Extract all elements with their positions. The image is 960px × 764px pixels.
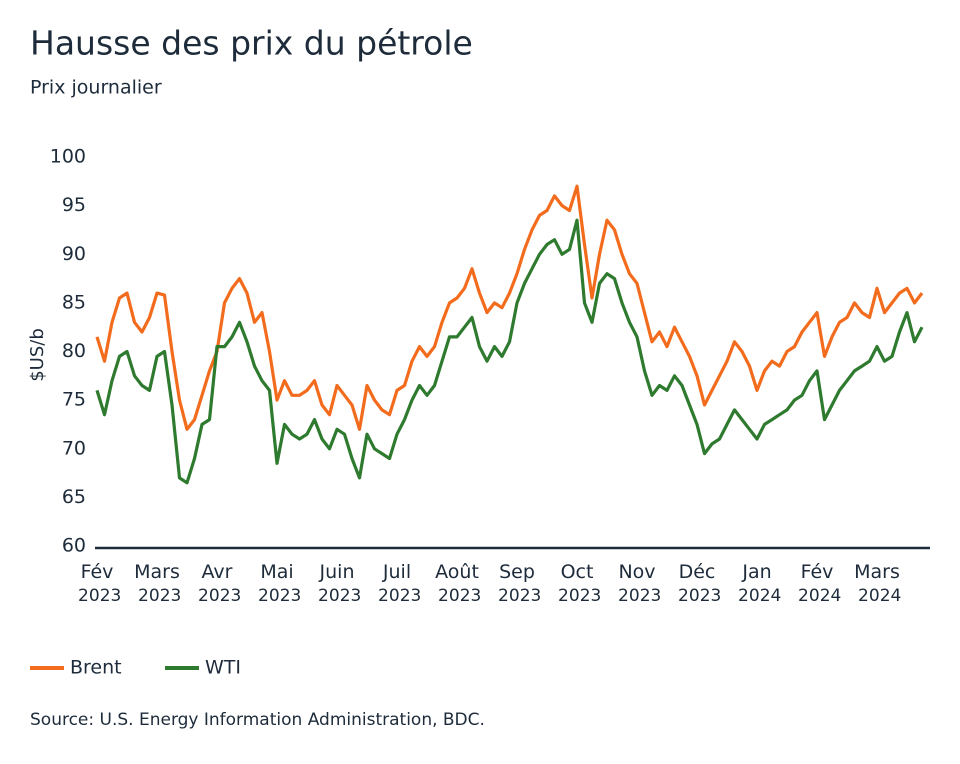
y-tick-label: 70 (62, 437, 86, 459)
x-tick-label: Jan 2024 (733, 561, 782, 607)
line-series (95, 218, 924, 485)
legend-label: Brent (70, 657, 122, 679)
x-tick-label: Sep 2023 (493, 561, 542, 607)
x-tick-label: Août 2023 (433, 561, 482, 607)
x-tick-label: Oct 2023 (553, 561, 602, 607)
y-tick-label: 85 (62, 291, 86, 313)
y-tick-label: 80 (62, 340, 86, 362)
x-tick-label: Juin 2023 (313, 561, 362, 607)
y-tick-label: 100 (50, 146, 86, 168)
y-axis-label: $US/b (27, 328, 48, 382)
x-tick-label: Avr 2023 (193, 561, 242, 607)
x-tick-label: Mars 2024 (853, 561, 902, 607)
y-tick-label: 90 (62, 243, 86, 265)
x-tick-label: Mars 2023 (133, 561, 182, 607)
y-tick-label: 65 (62, 486, 86, 508)
chart-title: Hausse des prix du pétrole (30, 24, 473, 63)
y-tick-label: 60 (62, 535, 86, 557)
chart-subtitle: Prix journalier (30, 77, 162, 99)
x-tick-label: Fév 2024 (793, 561, 842, 607)
line-series (95, 184, 924, 431)
x-tick-label: Fév 2023 (73, 561, 122, 607)
x-tick-label: Nov 2023 (613, 561, 662, 607)
x-tick-label: Juil 2023 (373, 561, 422, 607)
legend-label: WTI (205, 657, 241, 679)
y-tick-label: 95 (62, 194, 86, 216)
x-tick-label: Déc 2023 (673, 561, 722, 607)
x-tick-label: Mai 2023 (253, 561, 302, 607)
source: Source: U.S. Energy Information Administ… (30, 710, 485, 730)
y-tick-label: 75 (62, 389, 86, 411)
